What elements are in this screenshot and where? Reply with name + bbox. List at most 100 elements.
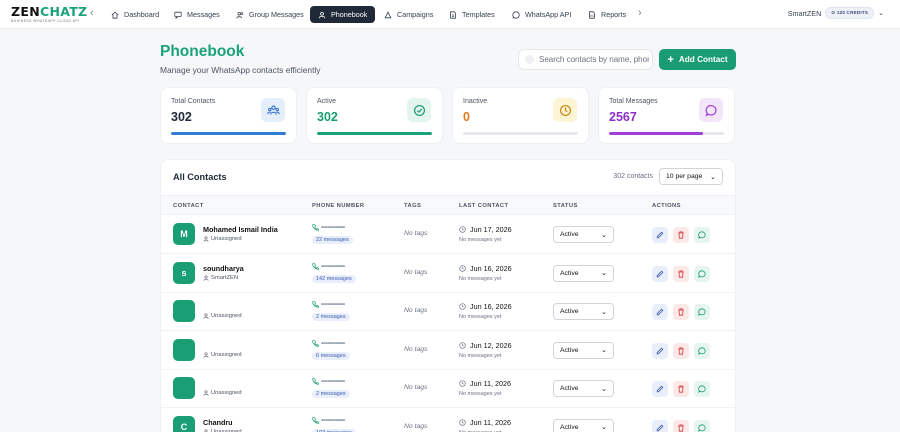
user-icon <box>203 390 209 396</box>
send-message-button[interactable] <box>694 419 710 432</box>
message-count-badge: 2 messages <box>312 390 350 398</box>
last-contact-date-value: Jun 12, 2026 <box>470 340 512 350</box>
table-row[interactable]: Unassigned •••••••••••• 2 messages No ta… <box>161 370 735 408</box>
last-contact-sub: No messages yet <box>459 237 502 243</box>
nav-item-campaigns[interactable]: Campaigns <box>376 6 441 23</box>
per-page-select[interactable]: 10 per page ⌄ <box>659 168 723 185</box>
message-icon <box>699 98 723 122</box>
nav-item-whatsapp-api[interactable]: WhatsApp API <box>504 6 579 23</box>
user-menu[interactable]: SmartZEN ⊙ 120 CREDITS ⌄ <box>788 7 884 19</box>
last-contact-date: Jun 16, 2026 <box>459 264 512 273</box>
edit-button[interactable] <box>652 304 668 320</box>
status-value: Active <box>560 423 579 431</box>
send-message-button[interactable] <box>694 304 710 320</box>
delete-button[interactable] <box>673 227 689 243</box>
user-name: SmartZEN <box>787 8 822 18</box>
nav-item-group-messages[interactable]: Group Messages <box>228 6 312 23</box>
stat-label: Total Messages <box>609 98 658 105</box>
phone-icon <box>312 416 319 424</box>
send-message-button[interactable] <box>694 265 710 282</box>
send-message-button[interactable] <box>694 381 710 397</box>
send-message-button[interactable] <box>694 227 710 243</box>
avatar: C <box>173 415 195 432</box>
tags-cell: No tags <box>404 384 428 391</box>
status-select[interactable]: Active ⌄ <box>553 226 614 243</box>
column-header[interactable]: STATUS <box>553 203 578 209</box>
tags-cell: No tags <box>404 268 428 276</box>
nav-scroll-left-icon[interactable]: ‹ <box>90 7 94 19</box>
delete-button[interactable] <box>673 342 689 359</box>
chevron-down-icon[interactable]: ⌄ <box>878 10 884 17</box>
users-icon <box>261 98 285 122</box>
clock-icon <box>459 380 466 387</box>
edit-button[interactable] <box>652 227 668 243</box>
table-row[interactable]: C Chandru Unassigned •••••••••••• 103 me… <box>161 409 735 432</box>
avatar <box>173 300 195 322</box>
edit-button[interactable] <box>652 419 668 432</box>
column-header[interactable]: ACTIONS <box>652 203 681 209</box>
column-header[interactable]: CONTACT <box>173 203 204 209</box>
status-select[interactable]: Active ⌄ <box>553 264 614 282</box>
check-circle-icon <box>407 98 431 122</box>
nav-scroll-right-icon[interactable]: › <box>638 7 642 19</box>
send-message-button[interactable] <box>694 342 710 359</box>
chat-icon <box>174 11 182 19</box>
last-contact-date: Jun 11, 2026 <box>459 418 511 427</box>
contact-name[interactable]: Chandru <box>203 417 233 427</box>
edit-icon <box>656 231 664 239</box>
message-icon <box>698 423 706 432</box>
stat-label: Inactive <box>463 98 488 105</box>
delete-button[interactable] <box>673 381 689 397</box>
delete-button[interactable] <box>673 265 689 282</box>
status-select[interactable]: Active ⌄ <box>553 341 614 359</box>
contact-name[interactable]: Mohamed Ismail India <box>203 225 278 234</box>
table-row[interactable]: Unassigned •••••••••••• 6 messages No ta… <box>161 332 735 370</box>
column-header[interactable]: TAGS <box>404 203 422 209</box>
trash-icon <box>678 231 684 239</box>
table-row[interactable]: M Mohamed Ismail India Unassigned ••••••… <box>161 216 735 254</box>
add-contact-button[interactable]: + Add Contact <box>659 49 736 70</box>
column-header[interactable]: PHONE NUMBER <box>312 203 365 209</box>
nav-item-label: Group Messages <box>249 10 304 19</box>
edit-button[interactable] <box>652 265 668 282</box>
page-title: Phonebook <box>160 43 245 60</box>
status-select[interactable]: Active ⌄ <box>553 303 614 320</box>
edit-button[interactable] <box>652 381 668 397</box>
phone-number-value: •••••••••••• <box>321 224 345 231</box>
stat-card-active: Active 302 <box>306 87 443 144</box>
message-icon <box>698 269 706 278</box>
phone-number: •••••••••••• <box>312 263 345 270</box>
brand-logo[interactable]: ZENCHATZ BUSINESS WHATSAPP CLOUD API <box>11 5 87 23</box>
brand-name-part1: ZEN <box>11 4 40 19</box>
nav-item-messages[interactable]: Messages <box>166 6 228 23</box>
whatsapp-icon <box>512 10 520 19</box>
nav-item-templates[interactable]: Templates <box>441 6 503 23</box>
nav-item-dashboard[interactable]: Dashboard <box>103 6 167 23</box>
nav-item-phonebook[interactable]: Phonebook <box>310 6 376 23</box>
status-select[interactable]: Active ⌄ <box>553 418 614 432</box>
clock-icon <box>459 226 466 233</box>
megaphone-icon <box>384 10 392 18</box>
column-header[interactable]: LAST CONTACT <box>459 203 509 209</box>
chevron-down-icon: ⌄ <box>601 231 607 239</box>
last-contact-date-value: Jun 16, 2026 <box>470 263 512 273</box>
nav-item-reports[interactable]: Reports <box>580 6 634 23</box>
last-contact-sub: No messages yet <box>459 352 502 359</box>
table-row[interactable]: s soundharya SmartZEN •••••••••••• 142 m… <box>161 255 735 293</box>
brand-name-part2: CHATZ <box>39 4 88 19</box>
last-contact-date: Jun 12, 2026 <box>459 341 512 350</box>
brand-tagline: BUSINESS WHATSAPP CLOUD API <box>11 19 80 23</box>
delete-button[interactable] <box>673 419 689 432</box>
search-input[interactable] <box>539 55 649 64</box>
search-box[interactable] <box>518 49 653 70</box>
chevron-down-icon: ⌄ <box>601 385 607 393</box>
delete-button[interactable] <box>673 304 689 320</box>
user-icon <box>203 236 209 242</box>
edit-button[interactable] <box>652 342 668 359</box>
last-contact-sub: No messages yet <box>459 314 502 320</box>
contact-name[interactable]: soundharya <box>203 263 244 273</box>
contacts-panel: All Contacts 302 contacts 10 per page ⌄ … <box>160 159 736 432</box>
table-row[interactable]: Unassigned •••••••••••• 2 messages No ta… <box>161 293 735 331</box>
user-icon <box>204 428 208 432</box>
status-select[interactable]: Active ⌄ <box>553 380 614 397</box>
